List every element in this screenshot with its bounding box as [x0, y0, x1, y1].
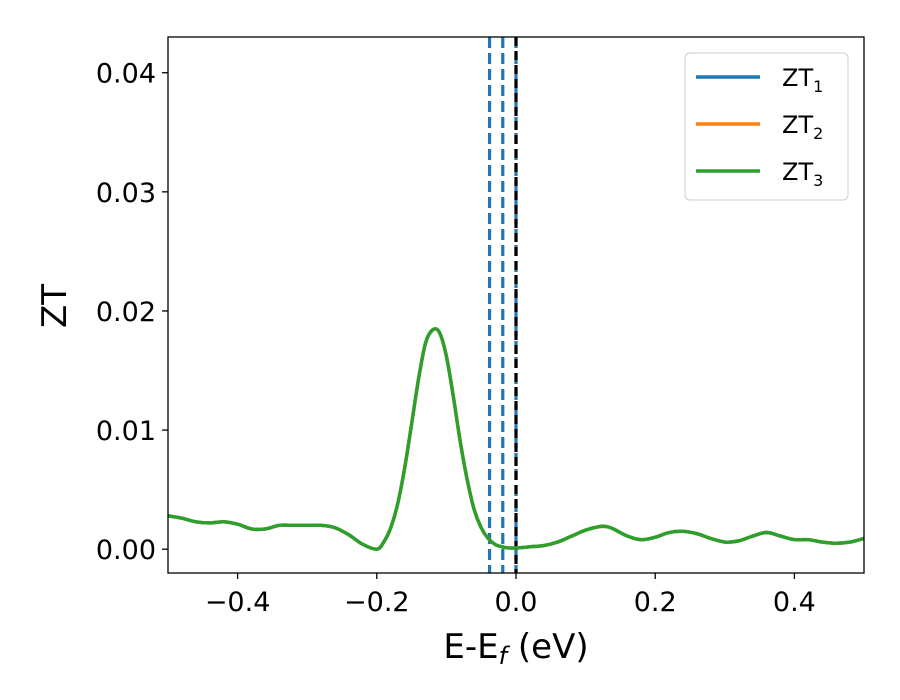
legend-label-zt1: ZT1	[782, 64, 823, 96]
series-line-zt3	[168, 327, 864, 551]
legend-box	[684, 52, 849, 201]
legend: ZT1 ZT2 ZT3	[684, 52, 849, 201]
x-tick-label: 0.4	[773, 587, 816, 618]
y-tick-label: 0.01	[96, 416, 156, 447]
x-axis-title-suffix: (eV)	[507, 627, 589, 667]
y-tick-label: 0.00	[96, 535, 156, 566]
x-axis-title: E-Ef (eV)	[443, 627, 588, 670]
x-tick-label: −0.2	[344, 587, 410, 618]
axis-ticks: −0.4 −0.2 0.0 0.2 0.4 0.00 0.01 0.02 0.03 0.04	[96, 59, 816, 618]
x-axis-title-main: E-E	[443, 627, 498, 667]
y-tick-label: 0.02	[96, 297, 156, 328]
x-tick-label: −0.4	[205, 587, 271, 618]
y-tick-label: 0.03	[96, 178, 156, 209]
y-tick-label: 0.04	[96, 59, 156, 90]
y-axis-title: ZT	[35, 284, 75, 328]
legend-label-zt2: ZT2	[782, 111, 823, 143]
x-tick-label: 0.2	[634, 587, 677, 618]
x-tick-label: 0.0	[495, 587, 538, 618]
legend-label-zt3: ZT3	[782, 158, 823, 190]
plot-content	[168, 37, 864, 573]
